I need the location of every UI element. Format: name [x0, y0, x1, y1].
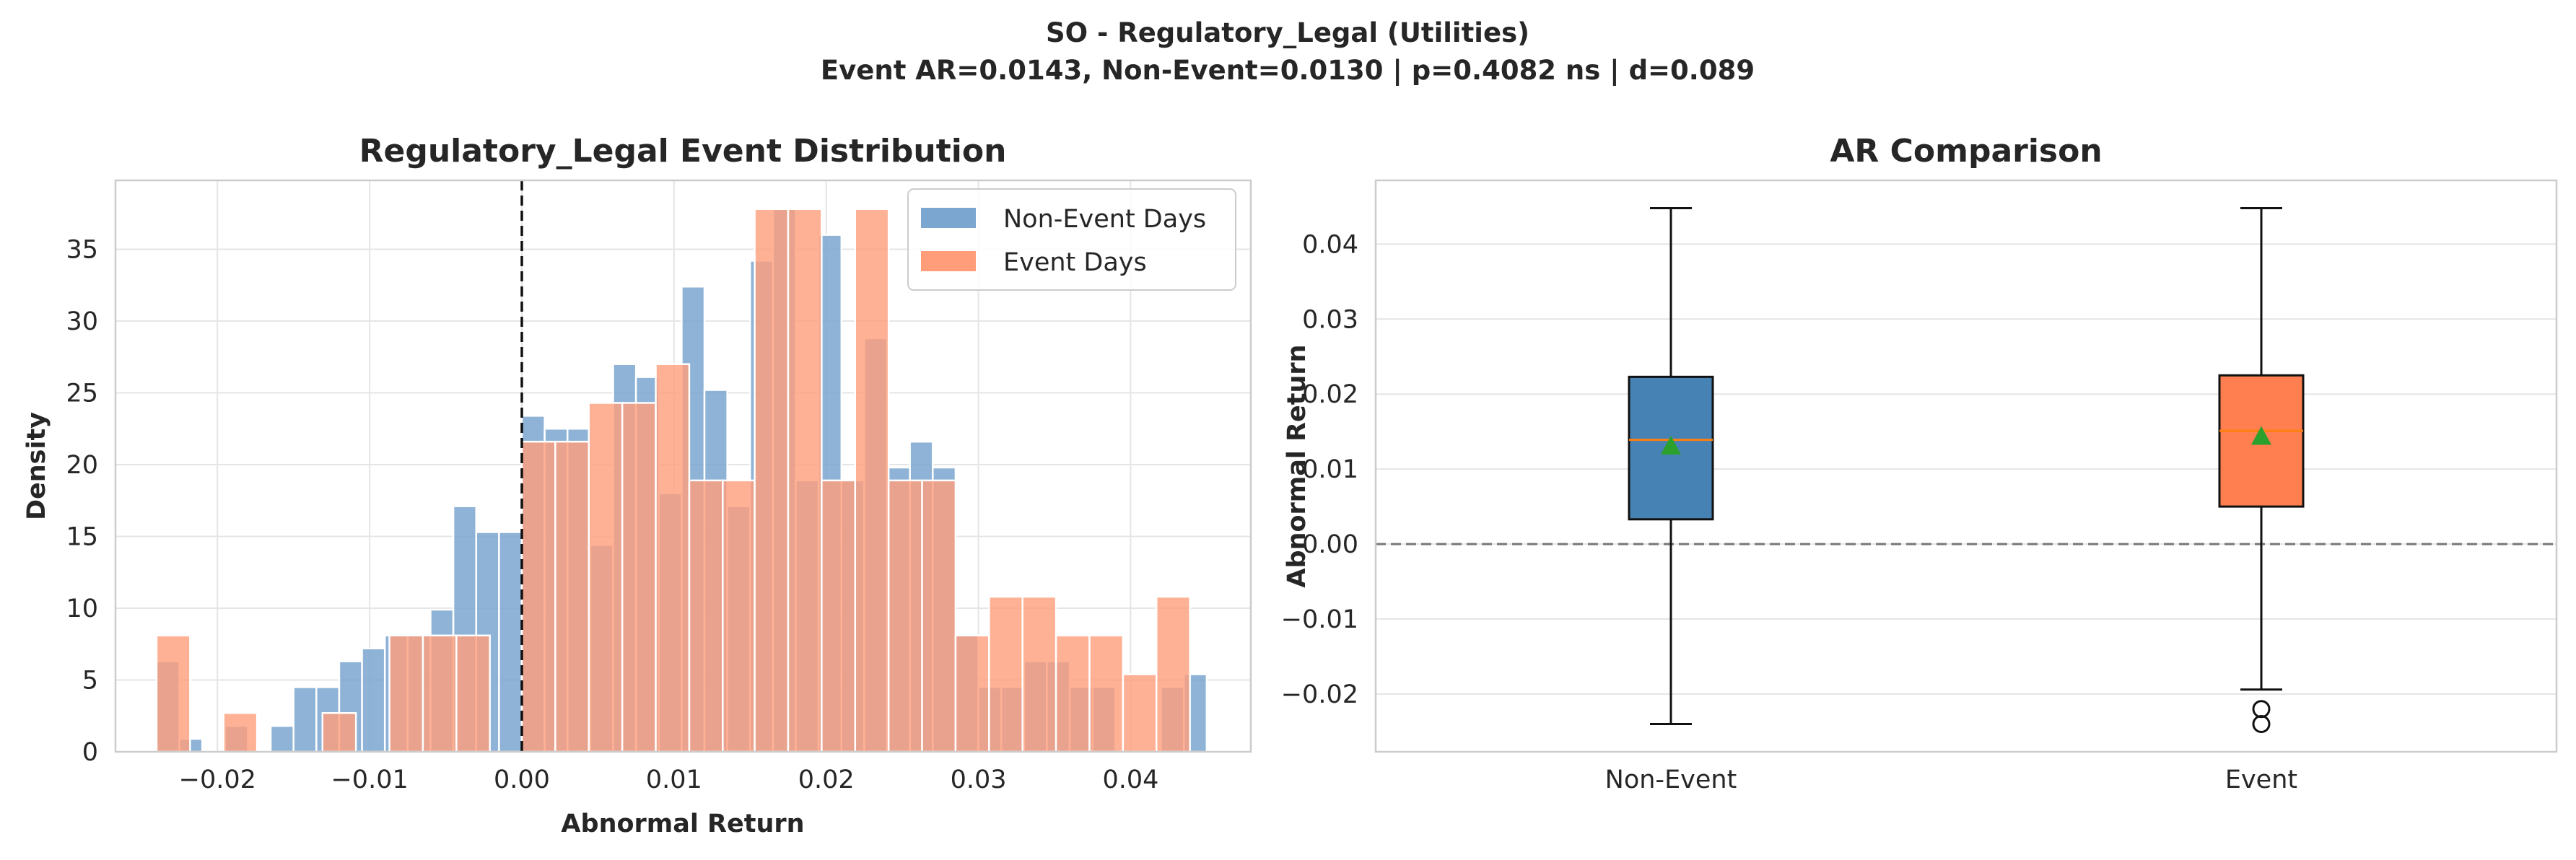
histogram-plot-frame: [114, 179, 1252, 753]
bar-non-event: [498, 531, 523, 753]
boxplot-plot-frame: [1374, 179, 2558, 753]
x-tick-label: 0.01: [646, 765, 702, 794]
x-tick-label: −0.02: [179, 765, 256, 794]
legend-label-event: Event Days: [1003, 248, 1147, 277]
bar-event: [954, 634, 990, 753]
y-tick-label: 15: [66, 523, 98, 552]
x-tick-label: 0.00: [494, 765, 550, 794]
bar-non-event: [269, 724, 294, 753]
y-tick-label: −0.01: [1281, 605, 1358, 634]
histogram-y-tick-labels: 0 5 10 15 20 25 30 35: [66, 236, 98, 767]
figure-suptitle-line1: SO - Regulatory_Legal (Utilities): [1046, 17, 1529, 48]
histogram-event-bars: [155, 208, 1191, 753]
bar-event: [754, 208, 790, 753]
y-tick-label: 0.03: [1302, 305, 1358, 334]
bar-event: [722, 479, 756, 753]
bar-event: [1021, 595, 1057, 753]
bar-event: [455, 634, 491, 753]
y-tick-label: 0.00: [1302, 530, 1358, 559]
bar-non-event: [361, 647, 386, 753]
legend-swatch-event: [921, 251, 976, 271]
y-tick-label: 30: [66, 307, 98, 336]
x-tick-label: Non-Event: [1605, 765, 1737, 794]
y-tick-label: 10: [66, 594, 98, 623]
mean-marker: [2251, 426, 2271, 445]
histogram-panel: Regulatory_Legal Event Distribution −0.0…: [22, 133, 1252, 838]
y-tick-label: 5: [82, 667, 98, 696]
boxplot-gridlines: [1376, 243, 2557, 695]
boxplot-panel: AR Comparison Non-Event Event −0.02 −0.01 0…: [1281, 133, 2558, 794]
bar-event: [1088, 634, 1125, 753]
y-tick-label: 0.02: [1302, 380, 1358, 409]
bar-event: [222, 712, 258, 753]
bar-event: [155, 634, 191, 753]
bar-event: [621, 402, 657, 753]
bar-event: [321, 712, 357, 753]
y-tick-label: 0.04: [1302, 230, 1358, 259]
bar-event: [388, 634, 424, 753]
histogram-title: Regulatory_Legal Event Distribution: [359, 133, 1007, 170]
bar-event: [655, 363, 691, 753]
y-tick-label: 0.01: [1302, 455, 1358, 484]
boxplot-boxes: [1628, 206, 2305, 734]
figure-suptitle-line2: Event AR=0.0143, Non-Event=0.0130 | p=0.…: [821, 55, 1755, 86]
x-tick-label: 0.03: [951, 765, 1007, 794]
bar-non-event: [292, 686, 318, 753]
histogram-y-axis-label: Density: [22, 412, 51, 520]
histogram-legend: Non-Event Days Event Days: [907, 188, 1236, 291]
outlier-point: [2252, 715, 2271, 734]
bar-event: [588, 402, 624, 753]
box-event: [2218, 206, 2305, 734]
bar-event: [821, 479, 857, 753]
bar-event: [1122, 673, 1158, 753]
y-tick-label: −0.02: [1281, 680, 1358, 709]
bar-event: [1156, 595, 1191, 753]
boxplot-title: AR Comparison: [1830, 133, 2102, 170]
histogram-x-axis-label: Abnormal Return: [561, 809, 804, 838]
y-tick-label: 20: [66, 451, 98, 480]
bar-event: [854, 208, 890, 753]
y-tick-label: 25: [66, 379, 98, 408]
legend-label-non-event: Non-Event Days: [1003, 205, 1206, 234]
bar-event: [554, 440, 590, 753]
x-tick-label: −0.01: [331, 765, 408, 794]
bar-event: [688, 479, 724, 753]
boxplot-x-tick-labels: Non-Event Event: [1605, 765, 2297, 794]
bar-event: [787, 208, 823, 753]
boxplot-y-axis-label: Abnormal Return: [1283, 344, 1311, 587]
y-tick-label: 0: [82, 738, 98, 767]
legend-frame: [907, 188, 1236, 291]
legend-swatch-non-event: [921, 208, 976, 228]
x-tick-label: 0.02: [798, 765, 855, 794]
x-tick-label: 0.04: [1102, 765, 1158, 794]
x-tick-label: Event: [2225, 765, 2297, 794]
bar-event: [921, 479, 957, 753]
mean-marker: [1661, 435, 1681, 455]
y-tick-label: 35: [66, 236, 98, 265]
bar-event: [887, 479, 923, 753]
bar-event: [1055, 634, 1091, 753]
bar-event: [422, 634, 458, 753]
bar-event: [988, 595, 1023, 753]
box-non-event: [1628, 206, 1714, 726]
histogram-x-tick-labels: −0.02 −0.01 0.00 0.01 0.02 0.03 0.04: [179, 765, 1159, 794]
bar-event: [520, 440, 556, 753]
outlier-point: [2252, 700, 2271, 719]
boxplot-y-tick-labels: −0.02 −0.01 0.00 0.01 0.02 0.03 0.04: [1281, 230, 1358, 709]
